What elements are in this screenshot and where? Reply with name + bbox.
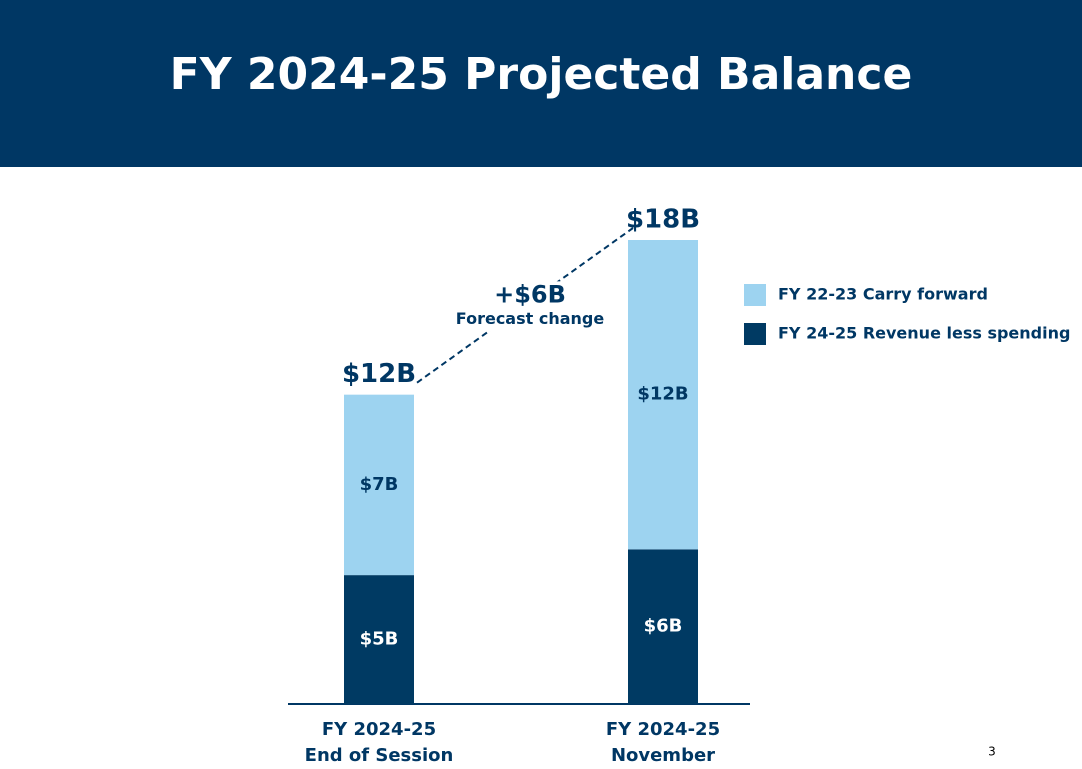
bar-segment bbox=[344, 575, 414, 704]
legend-label: FY 24-25 Revenue less spending bbox=[778, 324, 1070, 343]
header-band bbox=[0, 0, 1082, 167]
total-label: $18B bbox=[626, 205, 700, 235]
total-label: $12B bbox=[342, 359, 416, 389]
x-tick-label: FY 2024-25 bbox=[322, 719, 436, 740]
segment-label: $5B bbox=[360, 629, 399, 650]
chart-title: FY 2024-25 Projected Balance bbox=[170, 49, 913, 100]
legend-swatch bbox=[744, 284, 766, 306]
page-number: 3 bbox=[988, 745, 996, 759]
x-tick-label: November bbox=[611, 745, 715, 766]
segment-label: $12B bbox=[637, 384, 688, 405]
annotation-value: +$6B bbox=[494, 280, 566, 308]
annotation-bg bbox=[460, 281, 600, 332]
bar-segment bbox=[628, 240, 698, 550]
x-tick-label: End of Session bbox=[305, 745, 454, 766]
annotation-text: Forecast change bbox=[456, 309, 605, 328]
legend-label: FY 22-23 Carry forward bbox=[778, 285, 988, 304]
x-tick-label: FY 2024-25 bbox=[606, 719, 720, 740]
bar-segment bbox=[628, 549, 698, 704]
segment-label: $6B bbox=[644, 616, 683, 637]
bar-segment bbox=[344, 394, 414, 576]
segment-label: $7B bbox=[360, 474, 399, 495]
legend-swatch bbox=[744, 323, 766, 345]
